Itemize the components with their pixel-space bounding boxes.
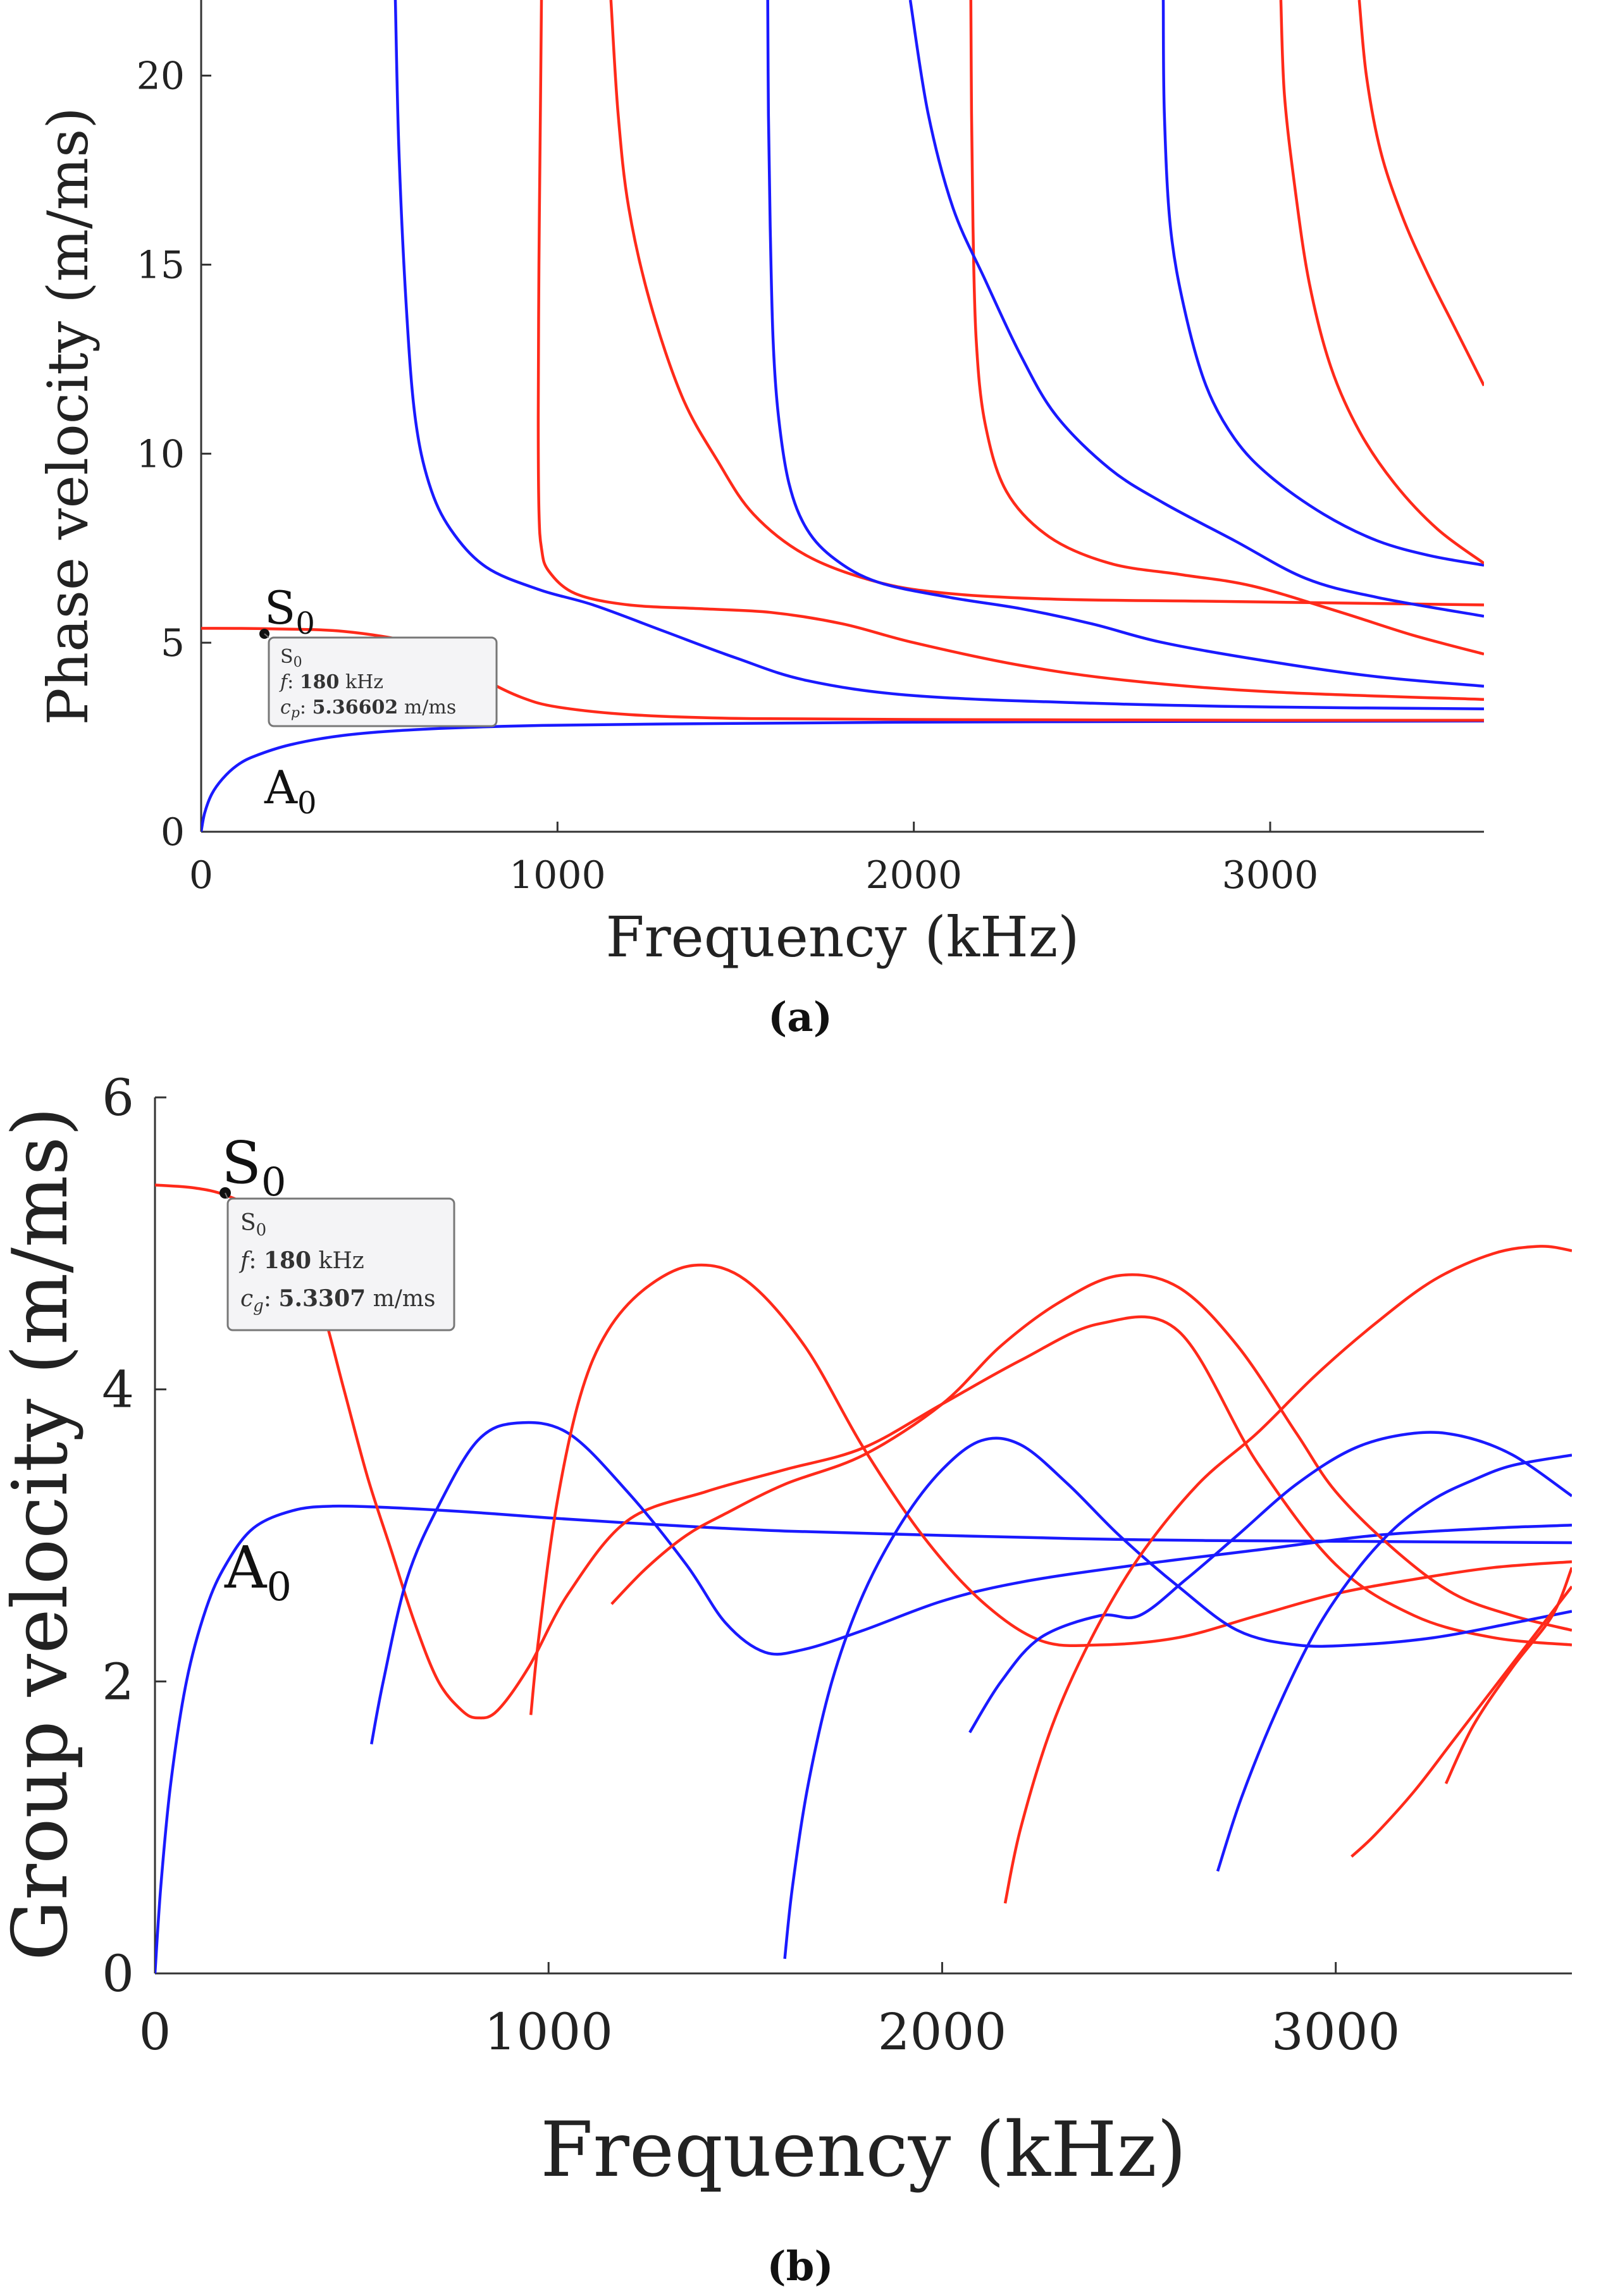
y-tick-label: 0	[102, 1944, 134, 2003]
curve-s3	[1003, 1245, 1572, 1904]
curve-s4	[1351, 1585, 1572, 1858]
curve-s0	[201, 627, 1484, 722]
curve-s1	[529, 1263, 1572, 1715]
curve-a0	[155, 1504, 1572, 1973]
curve-s0	[155, 1183, 1572, 1720]
panel-label-b: (b)	[767, 2243, 833, 2290]
x-tick-label: 0	[189, 853, 213, 898]
curve-a1	[369, 1421, 1572, 1745]
x-axis-ticks: 0 1000 2000 3000	[139, 1962, 1400, 2061]
x-tick-label: 3000	[1222, 853, 1319, 898]
datatip-frequency: f: 180 kHz	[238, 1247, 364, 1274]
curve-a3	[908, 0, 1484, 618]
curve-a3	[968, 1431, 1572, 1734]
datatip-mode: S0	[280, 646, 302, 670]
mode-label-s0-letter: S	[264, 581, 295, 634]
mode-label-s0: S0	[221, 1129, 286, 1205]
x-axis-ticks: 0 1000 2000 3000	[189, 822, 1318, 898]
dispersion-curves	[201, 0, 1484, 832]
x-tick-label: 2000	[878, 2003, 1007, 2061]
mode-label-a0: A0	[264, 761, 317, 821]
y-tick-label: 6	[102, 1068, 134, 1127]
curve-s1	[536, 0, 1484, 701]
x-tick-label: 3000	[1271, 2003, 1400, 2061]
y-tick-label: 4	[102, 1361, 134, 1419]
mode-label-s0: S0	[264, 581, 315, 641]
curve-s2	[610, 1273, 1572, 1632]
curve-a4	[1216, 1454, 1572, 1872]
panel-b-group-velocity-chart: 0 1000 2000 3000 0 2 4 6 Frequency (kHz) Group…	[0, 1068, 1572, 2290]
x-tick-label: 1000	[484, 2003, 613, 2061]
x-axis-label: Frequency (kHz)	[540, 2106, 1186, 2194]
y-tick-label: 5	[161, 621, 185, 665]
curve-a1	[393, 0, 1484, 710]
y-tick-label: 15	[137, 243, 185, 287]
curve-s2	[609, 0, 1484, 607]
datatip-frequency: f: 180 kHz	[279, 671, 383, 693]
curve-s4	[1279, 0, 1484, 565]
datatip-velocity: cp: 5.36602 m/ms	[280, 696, 456, 721]
curve-a2	[783, 1436, 1572, 1960]
y-axis-ticks: 0 5 10 15 20	[137, 54, 211, 855]
curve-a0	[201, 719, 1484, 832]
curve-a2	[766, 0, 1484, 688]
x-tick-label: 1000	[509, 853, 606, 898]
y-axis-label: Phase velocity (m/ms)	[35, 107, 101, 725]
x-tick-label: 0	[139, 2003, 171, 2061]
y-tick-label: 10	[137, 432, 185, 476]
curve-s5	[1444, 1567, 1572, 1784]
panel-a-phase-velocity-chart: 0 1000 2000 3000 0 5 10 15 20 Frequency (kHz) P…	[35, 0, 1484, 1041]
y-tick-label: 2	[102, 1652, 134, 1711]
curve-s3	[969, 0, 1484, 656]
datatip-velocity: cg: 5.3307 m/ms	[240, 1285, 436, 1316]
x-axis-label: Frequency (kHz)	[605, 904, 1079, 970]
x-tick-label: 2000	[865, 853, 962, 898]
y-tick-label: 0	[161, 810, 185, 855]
curve-s5	[1357, 0, 1484, 386]
dispersion-curves	[155, 1183, 1572, 1973]
datatip-mode: S0	[240, 1210, 266, 1240]
datatip[interactable]: S0 f: 180 kHz cp: 5.36602 m/ms	[259, 629, 498, 727]
y-tick-label: 20	[137, 54, 185, 99]
datatip[interactable]: S0 f: 180 kHz cg: 5.3307 m/ms	[219, 1187, 455, 1331]
mode-label-a0: A0	[224, 1534, 292, 1610]
y-axis-label: Group velocity (m/ms)	[0, 1107, 85, 1961]
panel-label-a: (a)	[768, 994, 832, 1041]
y-axis-ticks: 0 2 4 6	[102, 1068, 166, 2003]
curve-a4	[1161, 0, 1484, 567]
